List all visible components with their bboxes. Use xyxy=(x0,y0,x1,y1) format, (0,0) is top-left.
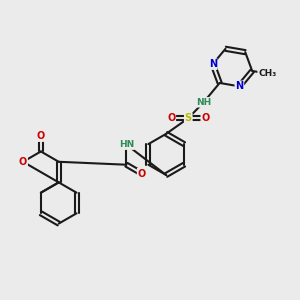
Text: O: O xyxy=(138,169,146,178)
Text: N: N xyxy=(208,59,217,69)
Text: CH₃: CH₃ xyxy=(258,69,276,78)
Text: N: N xyxy=(235,81,244,91)
Text: O: O xyxy=(37,131,45,141)
Text: HN: HN xyxy=(119,140,134,149)
Text: S: S xyxy=(185,113,192,123)
Text: O: O xyxy=(167,113,175,123)
Text: O: O xyxy=(201,113,209,123)
Text: NH: NH xyxy=(196,98,211,107)
Text: O: O xyxy=(19,157,27,167)
